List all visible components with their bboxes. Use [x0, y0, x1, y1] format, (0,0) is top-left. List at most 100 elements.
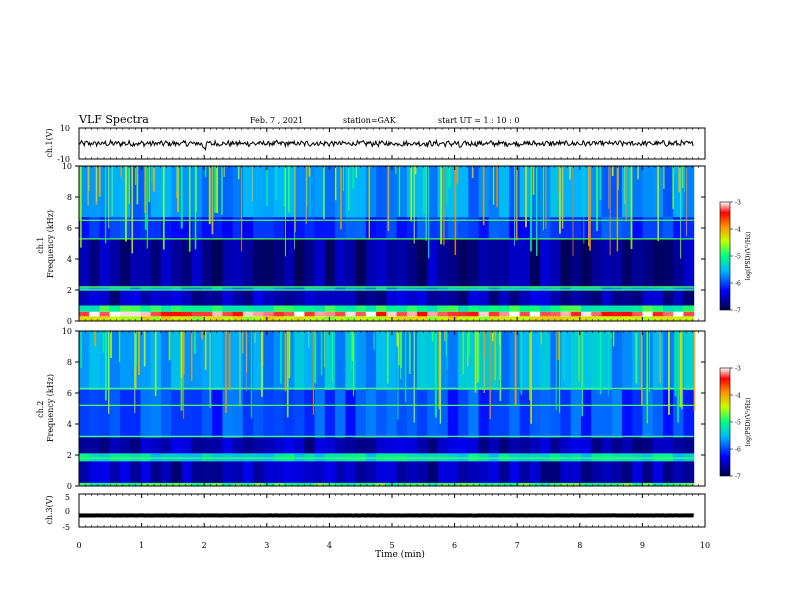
spectrogram-cell [141, 316, 152, 321]
spectrogram-cell [673, 290, 684, 306]
spectrogram-burst [533, 166, 535, 195]
spectrogram-cell [591, 312, 602, 317]
colorbar-tick-label: -5 [735, 254, 741, 261]
spectrogram-cell [376, 461, 387, 483]
spectrogram-cell [561, 312, 572, 317]
spectrogram-cell [356, 453, 367, 461]
colorbar-tick-label: -4 [735, 227, 741, 234]
spectrogram-cell [540, 316, 551, 321]
spectrogram-burst [266, 166, 268, 206]
spectrogram-cell [222, 461, 233, 483]
spectrogram-cell [407, 239, 418, 287]
spectrogram-cell [438, 306, 449, 312]
spectrogram-cell [202, 312, 213, 317]
spectrogram-cell [448, 306, 459, 312]
spectrogram-cell [171, 306, 182, 312]
spectrogram-cell [243, 312, 254, 317]
spectrogram-burst [557, 331, 559, 360]
spectrogram-cell [550, 316, 561, 321]
spectrogram-cell [448, 461, 459, 483]
freq-tick-label: 6 [67, 389, 72, 398]
spectrogram-burst [119, 331, 120, 362]
spectrogram-cell [284, 453, 295, 461]
spectrogram-cell [233, 461, 244, 483]
spectrogram-cell [315, 390, 326, 438]
ch1-spectrogram-cells [79, 166, 694, 321]
spectrogram-cell [458, 390, 469, 438]
spectrogram-cell [407, 438, 418, 454]
spectrogram-burst [112, 166, 113, 216]
spectrogram-cell [335, 461, 346, 483]
spectrogram-cell [458, 312, 469, 317]
spectrogram-cell [100, 316, 111, 321]
spectrogram-cell [468, 390, 479, 438]
spectrogram-cell [417, 461, 428, 483]
spectrogram-burst [573, 166, 574, 256]
spectrogram-cell [602, 438, 613, 454]
spectrogram-cell [182, 453, 193, 461]
spectrogram-cell [571, 166, 582, 217]
spectrogram-burst [242, 331, 243, 353]
spectrogram-cell [171, 390, 182, 438]
spectrogram-cell [366, 438, 377, 454]
spectrogram-cell [540, 166, 551, 217]
spectrogram-cell [509, 331, 520, 390]
spectrogram-cell [315, 461, 326, 483]
start-time-label: start UT = 1 : 10 : 0 [438, 116, 519, 125]
spectrogram-cell [294, 306, 305, 312]
spectrogram-cell [89, 239, 100, 287]
colorbar-tick-label: -3 [735, 366, 741, 373]
spectrogram-cell [561, 453, 572, 461]
spectrogram-burst [680, 166, 681, 259]
spectrogram-cell [274, 390, 285, 438]
spectrogram-cell [581, 461, 592, 483]
ch1-colorbar [720, 202, 730, 310]
time-tick-label: 10 [700, 541, 710, 550]
spectrogram-burst [563, 331, 564, 381]
spectrogram-cell [151, 239, 162, 287]
spectrogram-cell [632, 438, 643, 454]
ch3-ytick-mid: 0 [65, 507, 70, 516]
spectrogram-cell [192, 166, 203, 217]
spectrogram-cell [427, 316, 438, 321]
spectrogram-cell [468, 306, 479, 312]
spectrogram-cell [376, 316, 387, 321]
spectrogram-burst [261, 331, 263, 397]
spectrogram-cell [130, 306, 141, 312]
spectrogram-cell [427, 306, 438, 312]
spectrogram-burst [314, 331, 316, 383]
spectrogram-burst [514, 166, 515, 246]
spectrogram-burst [309, 166, 311, 177]
spectrogram-cell [386, 312, 397, 317]
spectrogram-burst [229, 331, 231, 390]
spectrogram-cell [284, 290, 295, 306]
spectrogram-burst [443, 166, 444, 245]
spectrogram-burst [332, 331, 333, 382]
spectrogram-cell [499, 453, 510, 461]
spectrogram-cell [304, 316, 315, 321]
spectrogram-cell [632, 239, 643, 287]
spectrogram-burst [396, 166, 397, 174]
spectrogram-cell [243, 306, 254, 312]
spectrogram-cell [274, 312, 285, 317]
spectrogram-cell [110, 461, 121, 483]
spectrogram-burst [238, 166, 240, 179]
spectrogram-cell [653, 331, 664, 390]
spectrogram-cell [479, 453, 490, 461]
spectrogram-cell [345, 312, 356, 317]
spectrogram-cell [233, 306, 244, 312]
spectrogram-burst [289, 331, 290, 359]
spectrogram-cell [110, 453, 121, 461]
spectrogram-cell [263, 453, 274, 461]
spectrogram-cell [263, 239, 274, 287]
spectrogram-cell [130, 461, 141, 483]
spectrogram-burst [201, 331, 203, 340]
spectrogram-cell [130, 453, 141, 461]
spectrogram-cell [376, 312, 387, 317]
spectrogram-cell [304, 239, 315, 287]
spectrogram-cell [612, 438, 623, 454]
spectrogram-burst [415, 166, 417, 175]
freq-tick-label: 10 [62, 162, 72, 171]
ch1-colorbar-ticks: -3-4-5-6-7 [730, 200, 741, 315]
time-tick-label: 9 [640, 541, 645, 550]
